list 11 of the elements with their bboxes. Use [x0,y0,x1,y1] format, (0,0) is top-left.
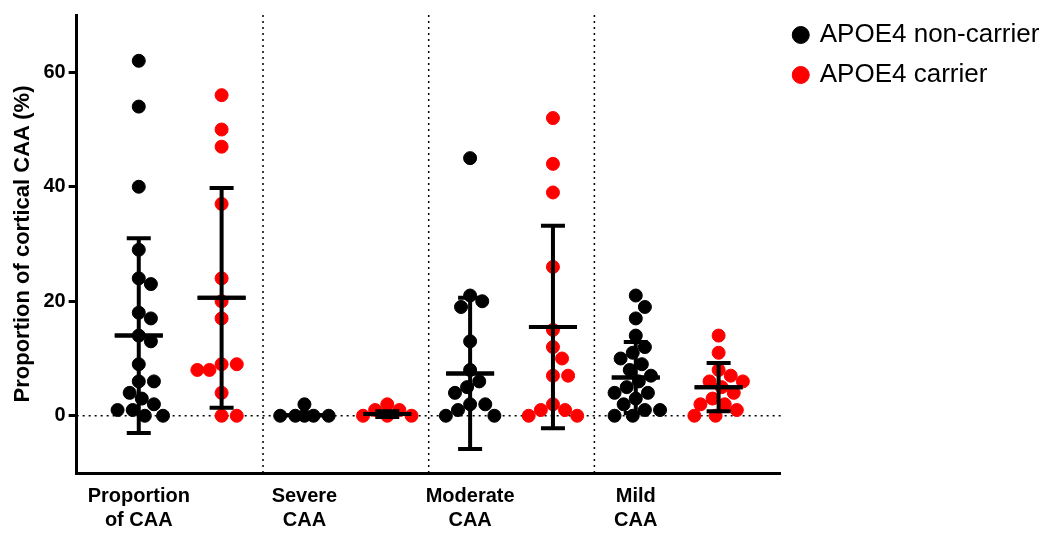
legend-label: APOE4 non-carrier [819,18,1040,49]
y-tick-label: 0 [54,403,66,426]
x-tick-label: Moderate CAA [425,483,515,530]
legend-label: APOE4 carrier [819,58,988,89]
y-tick-label: 40 [43,174,66,197]
y-tick-label: 60 [43,59,66,82]
x-tick-label: Mild CAA [614,483,658,530]
x-tick-label: Proportion of CAA [87,483,190,530]
y-tick-label: 20 [43,288,66,311]
x-tick-label: Severe CAA [271,483,338,530]
y-axis-title: Proportion of cortical CAA (%) [9,85,35,403]
